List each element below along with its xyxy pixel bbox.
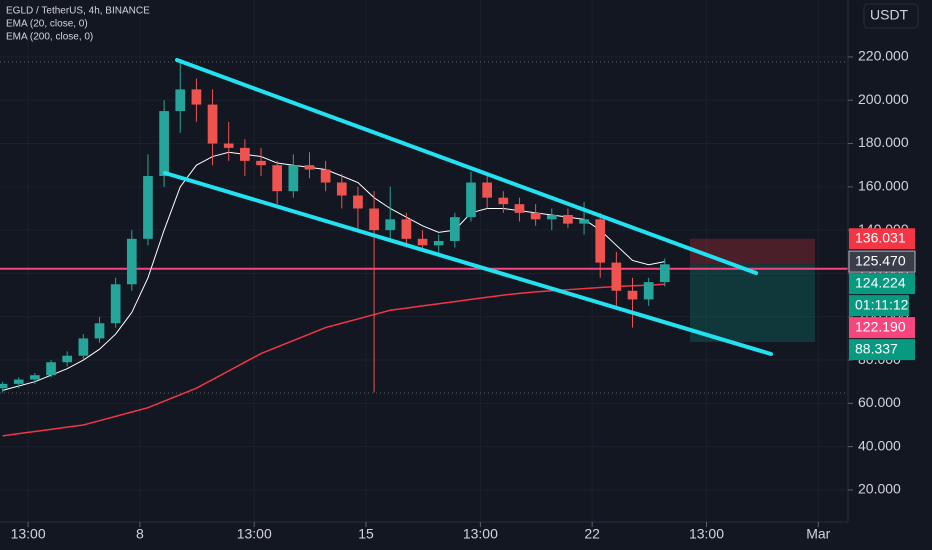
candle-body [659, 264, 670, 283]
candle-body [627, 290, 638, 300]
trend-line-upper [175, 58, 758, 275]
candle-body [336, 182, 347, 196]
candle-body [643, 282, 654, 300]
candle-body [385, 219, 396, 231]
y-tick-label: 180.000 [858, 134, 909, 150]
candle-body [207, 104, 218, 144]
y-tick-label: 220.000 [858, 48, 909, 64]
symbol-title: EGLD / TetherUS, 4h, BINANCE [6, 6, 150, 17]
candle-body [94, 323, 105, 339]
price-tag [849, 228, 915, 250]
candle-body [240, 147, 250, 161]
y-tick-label: 20.000 [858, 481, 901, 497]
grid [0, 0, 848, 522]
candle-body [433, 240, 444, 246]
candle-body [595, 219, 606, 263]
candle-body [126, 238, 137, 285]
x-tick-label: 22 [584, 526, 600, 542]
price-tag-label: 88.337 [855, 340, 898, 356]
candle-body [223, 143, 234, 148]
price-tag [849, 273, 915, 295]
x-tick-label: 13:00 [237, 526, 272, 542]
legend-entry: EMA (200, close, 0) [6, 32, 93, 43]
candle-body [401, 219, 412, 239]
y-tick-label: 160.000 [858, 178, 909, 194]
candle-body [369, 208, 379, 231]
plot-area [0, 59, 848, 437]
x-tick-label: 13:00 [463, 526, 498, 542]
candle-body [46, 362, 56, 376]
candle-body [256, 160, 266, 166]
candle-body [175, 89, 186, 112]
y-tick-label: 40.000 [858, 437, 901, 453]
candle-body [417, 238, 428, 246]
candle-body [546, 214, 557, 220]
candle-body [159, 111, 169, 177]
candle-body [0, 383, 8, 389]
candle-body [353, 195, 363, 209]
candle-body [304, 165, 315, 170]
countdown-text: 01:11:12 [855, 296, 909, 312]
candle-body [78, 338, 89, 356]
x-tick-label: 13:00 [689, 526, 724, 542]
price-tag-label: 124.224 [855, 274, 906, 290]
candle-body [530, 212, 541, 220]
candle-body [450, 217, 460, 241]
target-zone [690, 264, 815, 343]
y-tick-label: 60.000 [858, 394, 901, 410]
candle-body [110, 284, 121, 324]
candle-body [288, 165, 299, 192]
candle-body [482, 182, 493, 198]
candle-body [272, 165, 283, 192]
candle-body [611, 262, 622, 291]
candle-body [30, 375, 40, 380]
candle-body [320, 169, 331, 183]
candle-body [579, 219, 589, 224]
price-tag [849, 317, 915, 339]
x-tick-label: 15 [358, 526, 374, 542]
price-tag-label: 125.470 [855, 252, 906, 268]
price-tag [849, 339, 915, 361]
candle-body [62, 355, 73, 363]
axes: 20.00040.00060.00080.000100.000120.00014… [11, 48, 916, 542]
currency-button-bg[interactable] [863, 3, 919, 29]
price-tag [848, 250, 916, 273]
trend-line-lower [163, 171, 773, 356]
x-tick-label: Mar [806, 526, 830, 542]
currency-button[interactable]: USDT [863, 3, 919, 29]
countdown-tag [849, 295, 909, 317]
x-tick-label: 8 [136, 526, 144, 542]
candle-body [514, 204, 525, 213]
candle-body [563, 214, 573, 224]
price-tag-label: 136.031 [855, 229, 906, 245]
x-tick-label: 13:00 [11, 526, 46, 542]
currency-label[interactable]: USDT [870, 7, 909, 23]
legend-entry: EMA (20, close, 0) [6, 19, 88, 30]
candle-body [466, 182, 476, 218]
y-tick-label: 200.000 [858, 91, 909, 107]
candle-body [191, 89, 202, 105]
candle-body [143, 176, 153, 239]
candle-body [498, 197, 509, 205]
stop-zone [690, 238, 815, 265]
candle-body [13, 379, 24, 384]
price-tag-label: 122.190 [855, 318, 906, 334]
